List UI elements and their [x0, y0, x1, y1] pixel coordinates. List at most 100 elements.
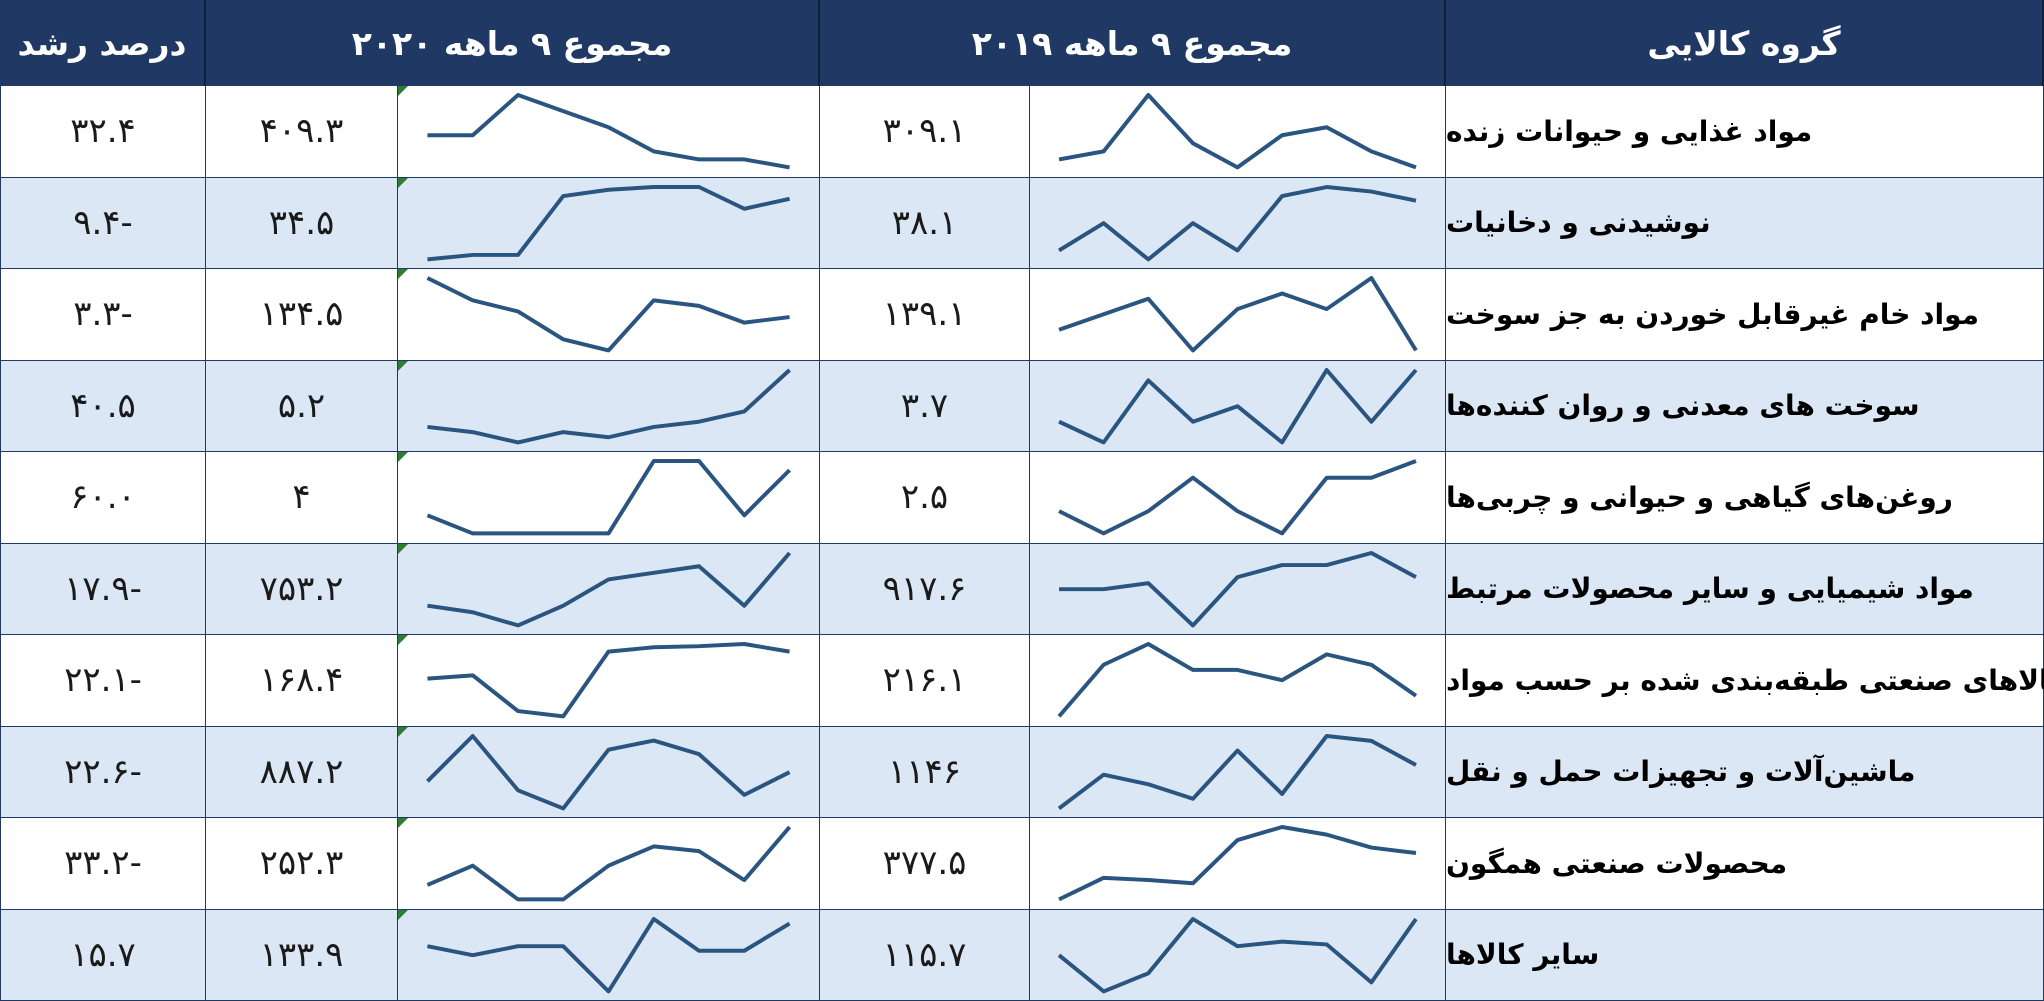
table-row: نوشیدنی و دخانیات ۳۸.۱ ۳۴.۵ -۹.۴: [0, 178, 2044, 270]
value-2020: ۱۳۴.۵: [206, 269, 398, 361]
value-2020: ۵.۲: [206, 361, 398, 453]
growth-percent: -۱۷.۹: [0, 544, 206, 636]
sparkline-2019-cell: [1030, 269, 1446, 361]
sparkline-2019: [1030, 635, 1445, 726]
group-label: سایر کالاها: [1446, 910, 2044, 1001]
sparkline-2020-line: [427, 553, 789, 625]
table-row: روغن‌های گیاهی و حیوانی و چربی‌ها ۲.۵ ۴ ۶۰.…: [0, 452, 2044, 544]
sparkline-2019-line: [1059, 919, 1416, 991]
cell-marker: [398, 818, 408, 828]
sparkline-2019: [1030, 178, 1445, 269]
value-2019: ۲.۵: [820, 452, 1030, 544]
group-label: مواد شیمیایی و سایر محصولات مرتبط: [1446, 544, 2044, 636]
sparkline-2019: [1030, 910, 1445, 1001]
table-row: مواد شیمیایی و سایر محصولات مرتبط ۹۱۷.۶ ۷۵…: [0, 544, 2044, 636]
sparkline-2019-line: [1059, 370, 1416, 442]
growth-percent: -۲۲.۱: [0, 635, 206, 727]
value-2020: ۸۸۷.۲: [206, 727, 398, 819]
header-group: گروه کالایی: [1446, 0, 2044, 86]
sparkline-2019: [1030, 727, 1445, 818]
cell-marker: [398, 361, 408, 371]
sparkline-2020-line: [427, 919, 789, 991]
value-2020: ۷۵۳.۲: [206, 544, 398, 636]
value-2020: ۳۴.۵: [206, 178, 398, 270]
group-label: روغن‌های گیاهی و حیوانی و چربی‌ها: [1446, 452, 2044, 544]
sparkline-2020-cell: [398, 361, 820, 453]
value-2020: ۱۶۸.۴: [206, 635, 398, 727]
sparkline-2019-line: [1059, 827, 1416, 899]
sparkline-2020: [398, 910, 819, 1001]
sparkline-2019: [1030, 818, 1445, 909]
growth-percent: -۳۳.۲: [0, 818, 206, 910]
sparkline-2020-line: [427, 736, 789, 808]
cell-marker: [398, 910, 408, 920]
growth-percent: ۱۵.۷: [0, 910, 206, 1001]
group-label: نوشیدنی و دخانیات: [1446, 178, 2044, 270]
sparkline-2020-cell: [398, 178, 820, 270]
sparkline-2019-cell: [1030, 178, 1446, 270]
sparkline-2020-line: [427, 461, 789, 533]
sparkline-2020-cell: [398, 544, 820, 636]
growth-percent: ۳۲.۴: [0, 86, 206, 178]
sparkline-2019-cell: [1030, 361, 1446, 453]
value-2020: ۲۵۲.۳: [206, 818, 398, 910]
group-label: سوخت های معدنی و روان کننده‌ها: [1446, 361, 2044, 453]
value-2019: ۳۸.۱: [820, 178, 1030, 270]
table-row: سوخت های معدنی و روان کننده‌ها ۳.۷ ۵.۲ ۴۰.۵: [0, 361, 2044, 453]
sparkline-2020-cell: [398, 635, 820, 727]
sparkline-2020-line: [427, 644, 789, 716]
cell-marker: [398, 727, 408, 737]
header-2020: مجموع ۹ ماهه ۲۰۲۰: [206, 0, 820, 86]
value-2020: ۱۳۳.۹: [206, 910, 398, 1001]
cell-marker: [398, 178, 408, 188]
sparkline-2019: [1030, 86, 1445, 177]
value-2019: ۳۷۷.۵: [820, 818, 1030, 910]
value-2019: ۳۰۹.۱: [820, 86, 1030, 178]
group-label: کالاهای صنعتی طبقه‌بندی شده بر حسب مواد: [1446, 635, 2044, 727]
cell-marker: [398, 86, 408, 96]
value-2019: ۱۱۵.۷: [820, 910, 1030, 1001]
group-label: ماشین‌آلات و تجهیزات حمل و نقل: [1446, 727, 2044, 819]
sparkline-2019: [1030, 544, 1445, 635]
sparkline-2020: [398, 635, 819, 726]
sparkline-2019-cell: [1030, 727, 1446, 819]
group-label: محصولات صنعتی همگون: [1446, 818, 2044, 910]
sparkline-2020-cell: [398, 452, 820, 544]
sparkline-2019-line: [1059, 553, 1416, 625]
header-growth: درصد رشد: [0, 0, 206, 86]
growth-percent: -۲۲.۶: [0, 727, 206, 819]
sparkline-2019-cell: [1030, 544, 1446, 636]
value-2019: ۹۱۷.۶: [820, 544, 1030, 636]
sparkline-2019-line: [1059, 278, 1416, 350]
table-row: مواد خام غیرقابل خوردن به جز سوخت ۱۳۹.۱ ۱۳…: [0, 269, 2044, 361]
value-2019: ۱۱۴۶: [820, 727, 1030, 819]
sparkline-2019: [1030, 269, 1445, 360]
sparkline-2019-line: [1059, 95, 1416, 167]
sparkline-2020-cell: [398, 727, 820, 819]
group-label: مواد خام غیرقابل خوردن به جز سوخت: [1446, 269, 2044, 361]
value-2019: ۱۳۹.۱: [820, 269, 1030, 361]
sparkline-2020-cell: [398, 86, 820, 178]
table-row: کالاهای صنعتی طبقه‌بندی شده بر حسب مواد ۲…: [0, 635, 2044, 727]
sparkline-2019: [1030, 361, 1445, 452]
group-label: مواد غذایی و حیوانات زنده: [1446, 86, 2044, 178]
sparkline-2019-cell: [1030, 910, 1446, 1001]
value-2020: ۴۰۹.۳: [206, 86, 398, 178]
sparkline-2020: [398, 818, 819, 909]
table-row: ماشین‌آلات و تجهیزات حمل و نقل ۱۱۴۶ ۸۸۷.۲-…: [0, 727, 2044, 819]
sparkline-2019-line: [1059, 736, 1416, 808]
sparkline-2020-cell: [398, 818, 820, 910]
sparkline-2020-line: [427, 187, 789, 259]
sparkline-2020-line: [427, 95, 789, 167]
sparkline-2019-cell: [1030, 86, 1446, 178]
sparkline-2019: [1030, 452, 1445, 543]
sparkline-2020-line: [427, 278, 789, 350]
growth-percent: ۴۰.۵: [0, 361, 206, 453]
sparkline-2019-cell: [1030, 635, 1446, 727]
sparkline-2019-line: [1059, 187, 1416, 259]
sparkline-2019-cell: [1030, 452, 1446, 544]
table-row: سایر کالاها ۱۱۵.۷ ۱۳۳.۹ ۱۵.۷: [0, 910, 2044, 1001]
sparkline-2020-line: [427, 370, 789, 442]
sparkline-2020: [398, 544, 819, 635]
